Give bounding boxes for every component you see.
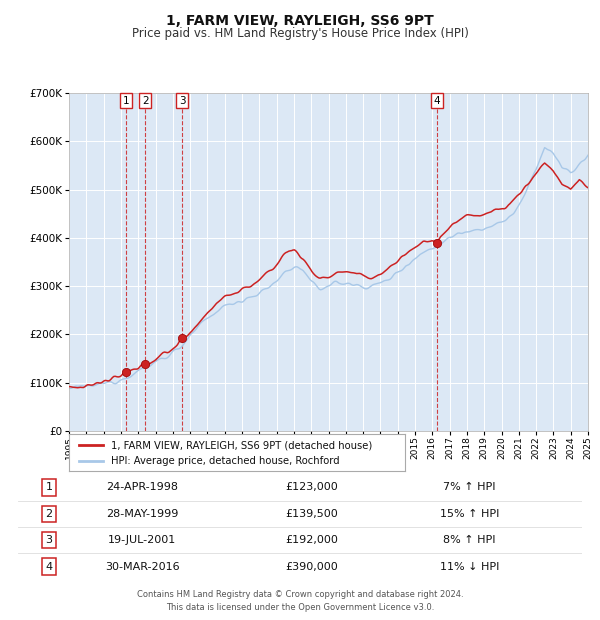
Text: 2: 2 bbox=[46, 509, 53, 519]
Text: 19-JUL-2001: 19-JUL-2001 bbox=[108, 535, 176, 545]
Text: HPI: Average price, detached house, Rochford: HPI: Average price, detached house, Roch… bbox=[111, 456, 340, 466]
Text: 28-MAY-1999: 28-MAY-1999 bbox=[106, 509, 178, 519]
Text: Contains HM Land Registry data © Crown copyright and database right 2024.: Contains HM Land Registry data © Crown c… bbox=[137, 590, 463, 600]
Text: £390,000: £390,000 bbox=[285, 562, 338, 572]
Text: 15% ↑ HPI: 15% ↑ HPI bbox=[440, 509, 499, 519]
Text: 30-MAR-2016: 30-MAR-2016 bbox=[105, 562, 179, 572]
Text: 8% ↑ HPI: 8% ↑ HPI bbox=[443, 535, 496, 545]
Text: £123,000: £123,000 bbox=[285, 482, 338, 492]
Text: 1: 1 bbox=[46, 482, 53, 492]
Text: This data is licensed under the Open Government Licence v3.0.: This data is licensed under the Open Gov… bbox=[166, 603, 434, 612]
Text: 1, FARM VIEW, RAYLEIGH, SS6 9PT: 1, FARM VIEW, RAYLEIGH, SS6 9PT bbox=[166, 14, 434, 28]
Text: 4: 4 bbox=[433, 95, 440, 106]
Text: 1: 1 bbox=[123, 95, 130, 106]
Text: 2: 2 bbox=[142, 95, 149, 106]
Text: £139,500: £139,500 bbox=[285, 509, 338, 519]
Text: 24-APR-1998: 24-APR-1998 bbox=[106, 482, 178, 492]
Text: 3: 3 bbox=[46, 535, 53, 545]
Text: 4: 4 bbox=[46, 562, 53, 572]
Text: 11% ↓ HPI: 11% ↓ HPI bbox=[440, 562, 499, 572]
Text: Price paid vs. HM Land Registry's House Price Index (HPI): Price paid vs. HM Land Registry's House … bbox=[131, 27, 469, 40]
Text: 7% ↑ HPI: 7% ↑ HPI bbox=[443, 482, 496, 492]
Text: £192,000: £192,000 bbox=[285, 535, 338, 545]
Text: 1, FARM VIEW, RAYLEIGH, SS6 9PT (detached house): 1, FARM VIEW, RAYLEIGH, SS6 9PT (detache… bbox=[111, 440, 372, 450]
Text: 3: 3 bbox=[179, 95, 185, 106]
